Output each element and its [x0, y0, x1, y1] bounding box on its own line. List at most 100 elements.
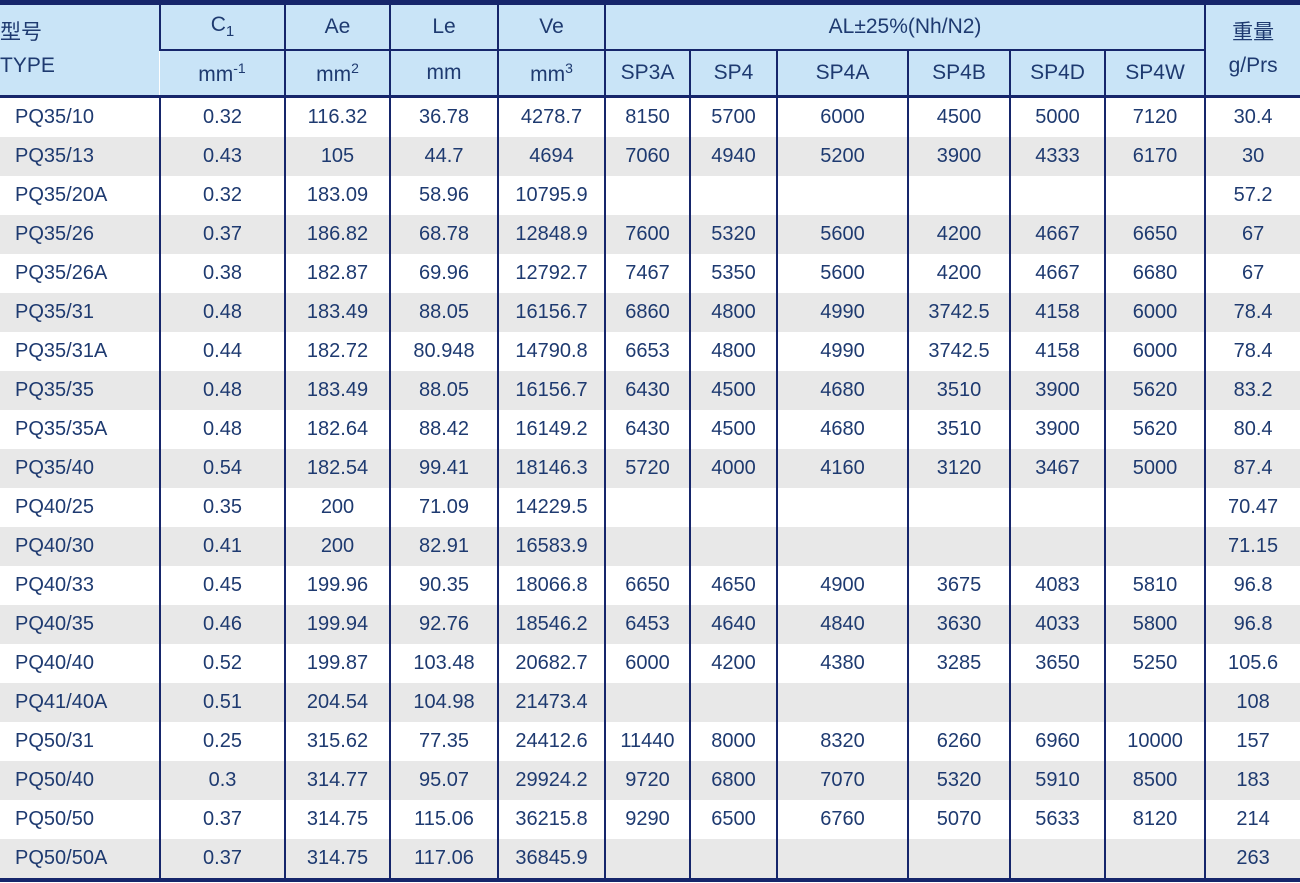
table-row: PQ35/10 0.32 116.32 36.78 4278.7 8150 5700 6000… — [0, 96, 1300, 137]
value-cell: 204.54 — [284, 683, 390, 722]
model-cell: PQ40/25 — [0, 488, 160, 527]
value-cell: 80.948 — [389, 332, 498, 371]
value-cell: 88.42 — [389, 410, 498, 449]
value-cell: 36845.9 — [497, 839, 605, 878]
value-cell: 5200 — [776, 137, 908, 176]
value-cell: 4158 — [1009, 332, 1105, 371]
model-cell: PQ35/26A — [0, 254, 160, 293]
model-cell: PQ40/35 — [0, 605, 160, 644]
value-cell: 0.51 — [159, 683, 285, 722]
core-spec-table: 型号 TYPE C1 Ae Le Ve AL±25%(Nh/N2) 重量 g/P… — [0, 5, 1300, 878]
value-cell: 6680 — [1103, 254, 1206, 293]
value-cell: 90.35 — [389, 566, 498, 605]
value-cell: 4200 — [907, 215, 1010, 254]
value-cell: 95.07 — [389, 761, 498, 800]
value-cell: 68.78 — [389, 215, 498, 254]
value-cell: 6760 — [776, 800, 908, 839]
value-cell: 67 — [1204, 254, 1300, 293]
value-cell — [1103, 839, 1206, 878]
value-cell: 0.37 — [159, 800, 285, 839]
ae-unit-exponent: 2 — [351, 59, 359, 76]
value-cell: 4083 — [1009, 566, 1105, 605]
value-cell — [604, 839, 690, 878]
value-cell: 18066.8 — [497, 566, 605, 605]
value-cell: 157 — [1204, 722, 1300, 761]
value-cell — [907, 176, 1010, 215]
value-cell: 6430 — [604, 410, 690, 449]
table-row: PQ40/25 0.35 200 71.09 14229.5 70.47 — [0, 488, 1300, 527]
value-cell: 5633 — [1009, 800, 1105, 839]
value-cell: 4990 — [776, 332, 908, 371]
value-cell: 0.41 — [159, 527, 285, 566]
table-row: PQ35/13 0.43 105 44.7 4694 7060 4940 5200 3900 43… — [0, 137, 1300, 176]
table-row: PQ40/40 0.52 199.87 103.48 20682.7 6000 4200 43… — [0, 644, 1300, 683]
value-cell: 0.44 — [159, 332, 285, 371]
model-cell: PQ35/35 — [0, 371, 160, 410]
model-cell: PQ40/30 — [0, 527, 160, 566]
table-row: PQ50/40 0.3 314.77 95.07 29924.2 9720 6800 7070… — [0, 761, 1300, 800]
type-label-en: TYPE — [0, 54, 55, 77]
value-cell: 5000 — [1009, 96, 1105, 137]
value-cell: 315.62 — [284, 722, 390, 761]
value-cell — [907, 527, 1010, 566]
model-cell: PQ35/13 — [0, 137, 160, 176]
value-cell — [1009, 527, 1105, 566]
value-cell: 4680 — [776, 371, 908, 410]
value-cell: 78.4 — [1204, 293, 1300, 332]
value-cell: 4800 — [689, 293, 777, 332]
table-row: PQ35/35 0.48 183.49 88.05 16156.7 6430 4500 468… — [0, 371, 1300, 410]
value-cell: 4667 — [1009, 215, 1105, 254]
value-cell: 6000 — [604, 644, 690, 683]
value-cell — [776, 527, 908, 566]
value-cell: 88.05 — [389, 371, 498, 410]
ve-unit-exponent: 3 — [565, 59, 573, 76]
value-cell: 5070 — [907, 800, 1010, 839]
value-cell: 70.47 — [1204, 488, 1300, 527]
value-cell: 0.32 — [159, 96, 285, 137]
value-cell: 6000 — [1103, 293, 1206, 332]
value-cell — [689, 683, 777, 722]
value-cell: 4158 — [1009, 293, 1105, 332]
value-cell: 182.54 — [284, 449, 390, 488]
value-cell: 83.2 — [1204, 371, 1300, 410]
value-cell — [907, 839, 1010, 878]
value-cell: 4278.7 — [497, 96, 605, 137]
value-cell — [1009, 176, 1105, 215]
model-cell: PQ40/33 — [0, 566, 160, 605]
value-cell: 36.78 — [389, 96, 498, 137]
table-row: PQ40/35 0.46 199.94 92.76 18546.2 6453 4640 484… — [0, 605, 1300, 644]
value-cell: 5720 — [604, 449, 690, 488]
value-cell: 71.09 — [389, 488, 498, 527]
value-cell: 16583.9 — [497, 527, 605, 566]
value-cell: 4333 — [1009, 137, 1105, 176]
value-cell: 44.7 — [389, 137, 498, 176]
value-cell: 14229.5 — [497, 488, 605, 527]
value-cell: 199.96 — [284, 566, 390, 605]
table-row: PQ35/31 0.48 183.49 88.05 16156.7 6860 4800 499… — [0, 293, 1300, 332]
value-cell: 6860 — [604, 293, 690, 332]
value-cell: 108 — [1204, 683, 1300, 722]
unit-header-le: mm — [389, 50, 498, 97]
value-cell: 5620 — [1103, 410, 1206, 449]
value-cell: 4640 — [689, 605, 777, 644]
value-cell: 186.82 — [284, 215, 390, 254]
value-cell: 77.35 — [389, 722, 498, 761]
value-cell: 314.75 — [284, 839, 390, 878]
value-cell: 183.09 — [284, 176, 390, 215]
value-cell: 9720 — [604, 761, 690, 800]
value-cell: 0.52 — [159, 644, 285, 683]
value-cell: 10000 — [1103, 722, 1206, 761]
table-header: 型号 TYPE C1 Ae Le Ve AL±25%(Nh/N2) 重量 g/P… — [0, 5, 1300, 97]
value-cell: 4200 — [689, 644, 777, 683]
value-cell: 88.05 — [389, 293, 498, 332]
value-cell: 0.48 — [159, 293, 285, 332]
model-cell: PQ35/31A — [0, 332, 160, 371]
value-cell: 12792.7 — [497, 254, 605, 293]
value-cell: 214 — [1204, 800, 1300, 839]
value-cell — [907, 488, 1010, 527]
value-cell — [1103, 176, 1206, 215]
value-cell: 6650 — [604, 566, 690, 605]
unit-header-ve: mm3 — [497, 50, 605, 97]
table-row: PQ35/35A 0.48 182.64 88.42 16149.2 6430 4500 46… — [0, 410, 1300, 449]
value-cell: 18146.3 — [497, 449, 605, 488]
